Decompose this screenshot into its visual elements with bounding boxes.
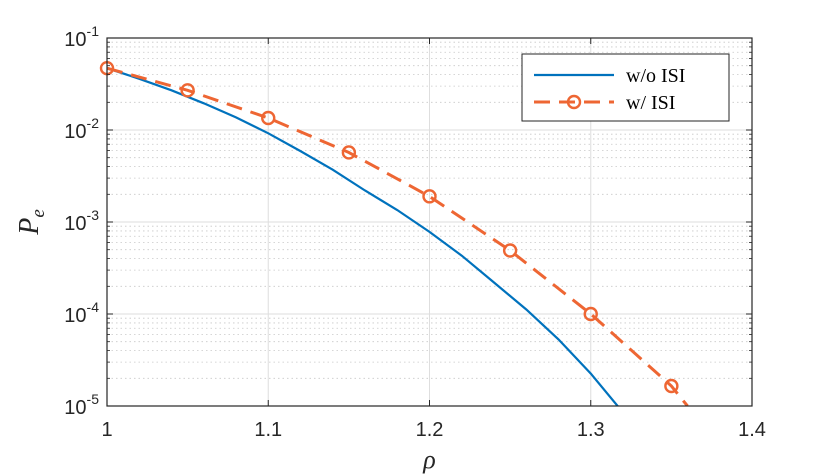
series-line-wo-isi: [107, 67, 620, 406]
y-tick-exponent: -2: [87, 115, 100, 131]
legend-marker-w-isi: [566, 94, 582, 110]
y-tick-label: 10-5: [64, 391, 99, 419]
y-tick-base: 10: [64, 397, 86, 419]
data-point-w-isi: [583, 306, 598, 322]
x-tick-label: 1.3: [577, 419, 605, 441]
data-point-w-isi: [180, 83, 195, 98]
y-axis-label-main: P: [14, 218, 45, 236]
y-tick-base: 10: [64, 29, 86, 51]
legend-box: [521, 53, 730, 122]
y-tick-exponent: -5: [87, 391, 100, 407]
y-tick-label: 10-4: [64, 299, 99, 327]
y-axis-label: Pe: [14, 209, 49, 236]
legend-label-wo-isi: w/o ISI: [626, 65, 685, 87]
x-tick-label: 1.1: [254, 419, 282, 441]
y-tick-exponent: -3: [87, 207, 100, 223]
y-tick-exponent: -4: [87, 299, 100, 315]
data-point-w-isi: [341, 145, 357, 160]
y-axis-label-sub: e: [28, 209, 49, 217]
data-point-w-isi: [664, 378, 679, 394]
x-tick-label: 1.4: [738, 419, 766, 441]
data-point-w-isi: [261, 110, 276, 126]
tick-labels: 1 1.1 1.2 1.3 1.410-110-210-310-410-5: [64, 23, 766, 441]
x-tick-label: 1.2: [416, 419, 444, 441]
x-axis-label: ρ: [422, 445, 435, 474]
y-tick-exponent: -1: [87, 23, 100, 39]
y-tick-label: 10-3: [64, 207, 99, 235]
legend-label-w-isi: w/ ISI: [626, 92, 675, 114]
y-tick-label: 10-2: [64, 115, 99, 143]
x-tick-label: 1: [101, 419, 112, 441]
series-line-w-isi: [107, 66, 689, 406]
legend: w/o ISI w/ ISI: [521, 53, 730, 122]
series-layer: [99, 60, 689, 406]
data-point-w-isi: [502, 243, 518, 258]
data-point-w-isi: [422, 189, 437, 204]
y-tick-label: 10-1: [64, 23, 99, 51]
y-tick-base: 10: [64, 121, 86, 143]
ticks: [106, 37, 753, 407]
y-tick-base: 10: [64, 305, 86, 327]
y-tick-base: 10: [64, 213, 86, 235]
